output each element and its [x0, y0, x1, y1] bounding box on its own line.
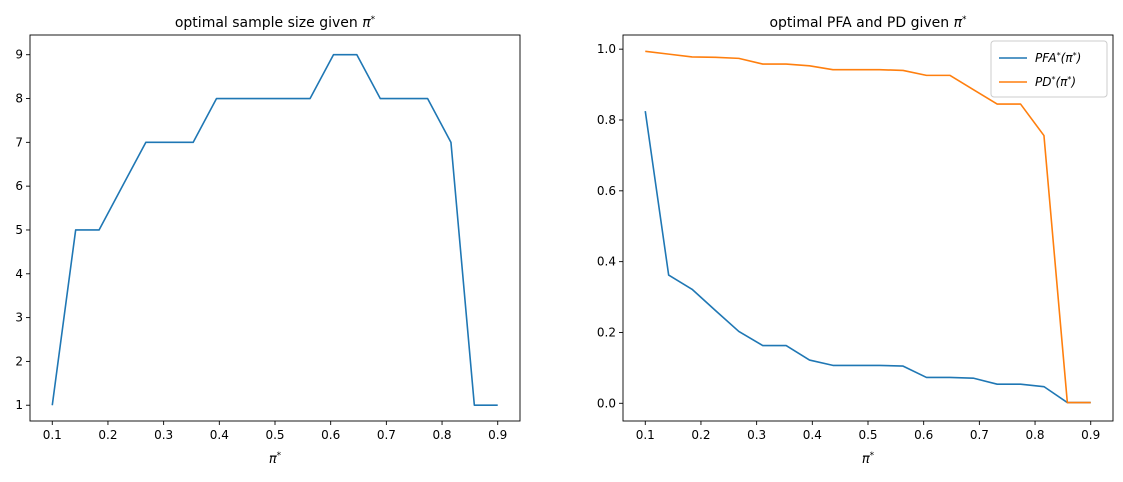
axes-frame [29, 34, 521, 422]
x-tick-label: 0.1 [636, 428, 655, 442]
y-tick-label: 0.8 [597, 113, 616, 127]
legend-box [990, 40, 1108, 98]
y-tick-label: 4 [15, 267, 23, 281]
y-tick-label: 5 [15, 223, 23, 237]
y-tick-label: 2 [15, 354, 23, 368]
x-tick-label: 0.6 [914, 428, 933, 442]
x-tick-label: 0.3 [154, 428, 173, 442]
y-tick-label: 8 [15, 92, 23, 106]
series-line-2-1 [644, 111, 1091, 404]
x-tick-label: 0.4 [803, 428, 822, 442]
x-tick-label: 0.9 [1081, 428, 1100, 442]
y-tick-label: 0.6 [597, 184, 616, 198]
x-tick-label: 0.2 [691, 428, 710, 442]
y-tick-label: 1.0 [597, 42, 616, 56]
x-axis-label: π* [862, 451, 875, 467]
chart-2: 0.1 0.2 0.3 0.4 0.5 0.6 0.7 0.8 0.9 0.0 0.2 0.4 0.6 0… [597, 15, 1114, 467]
chart-title: optimal PFA and PD given π* [769, 15, 967, 31]
x-tick-label: 0.6 [321, 428, 340, 442]
legend-label: PD*(π*) [1035, 75, 1076, 90]
x-tick-label: 0.7 [377, 428, 396, 442]
x-axis-label: π* [269, 451, 282, 467]
x-tick-label: 0.8 [1025, 428, 1044, 442]
x-tick-label: 0.2 [98, 428, 117, 442]
y-tick-label: 1 [15, 398, 23, 412]
y-tick-label: 0.0 [597, 396, 616, 410]
x-tick-label: 0.5 [858, 428, 877, 442]
x-tick-label: 0.8 [432, 428, 451, 442]
chart-title: optimal sample size given π* [175, 15, 376, 31]
chart-1: 0.1 0.2 0.3 0.4 0.5 0.6 0.7 0.8 0.9 1 2 3 4 5 6 7 8 9 opti… [15, 15, 521, 467]
y-tick-label: 3 [15, 311, 23, 325]
legend: PFA*(π*) PD*(π*) [990, 40, 1108, 98]
y-tick-label: 7 [15, 135, 23, 149]
x-tick-label: 0.4 [210, 428, 229, 442]
x-tick-label: 0.5 [265, 428, 284, 442]
series-line-2-2 [645, 50, 1091, 404]
x-tick-label: 0.3 [747, 428, 766, 442]
y-tick-label: 0.4 [597, 255, 616, 269]
legend-label: PFA*(π*) [1035, 51, 1081, 66]
series-line-1-1 [51, 53, 498, 407]
x-tick-label: 0.7 [970, 428, 989, 442]
x-tick-label: 0.1 [43, 428, 62, 442]
y-tick-label: 6 [15, 179, 23, 193]
y-tick-label: 0.2 [597, 325, 616, 339]
y-tick-label: 9 [15, 48, 23, 62]
x-tick-label: 0.9 [488, 428, 507, 442]
